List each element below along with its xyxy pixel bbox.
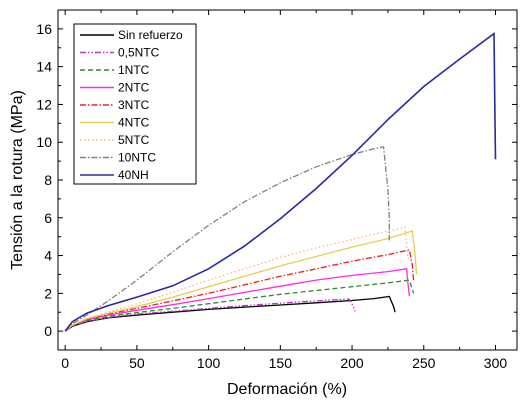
- legend-label: 1NTC: [118, 63, 150, 77]
- y-tick-label: 2: [44, 285, 52, 301]
- y-tick-label: 4: [44, 248, 52, 264]
- y-tick-label: 16: [36, 21, 52, 37]
- legend-label: 10NTC: [118, 151, 156, 165]
- y-axis-label: Tensión a la rotura (MPa): [9, 90, 26, 270]
- series-line-40nh: [64, 32, 497, 332]
- series-line-4ntc: [64, 230, 418, 332]
- legend-label: Sin refuerzo: [118, 28, 183, 42]
- axis-ticks: 0 50 100 150 200 250 300 0 2 4 6 8 10 12 14 16: [36, 10, 517, 371]
- y-tick-label: 0: [44, 323, 52, 339]
- legend-label: 2NTC: [118, 81, 150, 95]
- x-tick-label: 300: [484, 355, 508, 371]
- series-line-10ntc: [64, 146, 390, 332]
- y-tick-label: 6: [44, 210, 52, 226]
- y-tick-label: 14: [36, 59, 52, 75]
- legend: Sin refuerzo 0,5NTC 1NTC 2NTC 3NTC 4NTC 5NTC 10…: [73, 23, 197, 185]
- x-tick-label: 0: [61, 355, 69, 371]
- series-line-0-5ntc: [64, 298, 356, 332]
- x-tick-label: 100: [197, 355, 221, 371]
- series-line-5ntc: [64, 226, 409, 332]
- series-line-3ntc: [64, 249, 415, 332]
- legend-label: 0,5NTC: [118, 46, 160, 60]
- series-layer: [64, 32, 497, 332]
- y-tick-label: 10: [36, 134, 52, 150]
- x-tick-label: 150: [269, 355, 293, 371]
- legend-label: 5NTC: [118, 133, 150, 147]
- x-tick-label: 250: [412, 355, 436, 371]
- legend-label: 4NTC: [118, 116, 150, 130]
- legend-label: 3NTC: [118, 98, 150, 112]
- y-tick-label: 8: [44, 172, 52, 188]
- x-axis-label: Deformación (%): [227, 381, 347, 398]
- x-tick-label: 50: [129, 355, 145, 371]
- y-tick-label: 12: [36, 96, 52, 112]
- legend-label: 40NH: [118, 168, 149, 182]
- x-tick-label: 200: [340, 355, 364, 371]
